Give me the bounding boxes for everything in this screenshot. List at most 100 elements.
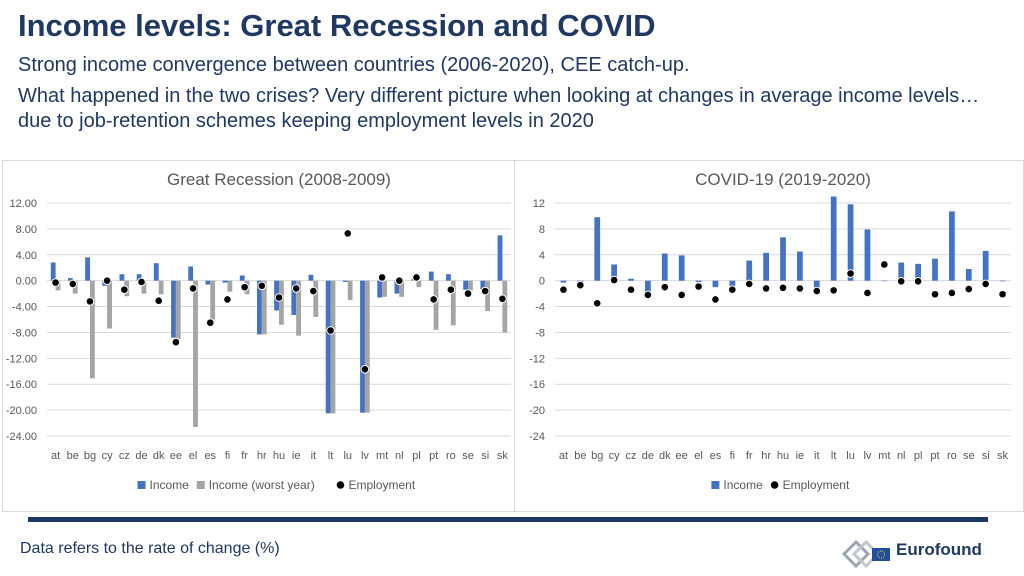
legend-label: Income — [723, 478, 763, 492]
x-tick-label: fi — [730, 450, 736, 462]
employment-point — [829, 286, 838, 295]
y-tick-label: 8.00 — [16, 224, 37, 236]
employment-point — [343, 229, 353, 238]
employment-point — [429, 295, 438, 304]
bar-income-worst — [347, 280, 353, 301]
bar-income — [982, 250, 989, 281]
chart-panel-covid: COVID-19 (2019-2020) 12 8 4 0 -4 -8 -12 -16 -20 -2… — [514, 160, 1024, 512]
x-tick-label: ee — [170, 450, 182, 462]
bar-income — [239, 275, 245, 281]
bar-income — [645, 280, 651, 293]
bar-income-worst — [468, 280, 473, 291]
employment-point — [480, 286, 490, 296]
bar-income — [85, 257, 90, 281]
x-tick-label: cz — [119, 450, 130, 462]
x-tick-label: bg — [84, 450, 96, 462]
page-subtitle: Strong income convergence between countr… — [18, 54, 690, 76]
bar-income — [763, 252, 769, 281]
y-tick-label: 12 — [533, 198, 545, 210]
x-tick-label: at — [559, 450, 568, 462]
bar-income-worst — [502, 280, 508, 333]
logo-text: Eurofound — [896, 540, 982, 559]
bar-income — [153, 263, 159, 281]
bar-income — [881, 280, 888, 282]
x-tick-label: el — [694, 450, 703, 462]
x-tick-label: es — [204, 450, 216, 462]
bar-income-worst — [261, 280, 267, 335]
bar-income-worst — [433, 280, 439, 330]
employment-point — [377, 273, 387, 282]
employment-point — [761, 284, 771, 293]
y-tick-label: -24 — [529, 431, 545, 443]
employment-point — [728, 285, 737, 295]
x-tick-label: be — [67, 450, 79, 462]
bar-income — [560, 280, 567, 283]
chart-title: COVID-19 (2019-2020) — [695, 170, 871, 189]
y-tick-label: -8 — [535, 327, 545, 339]
legend-marker-income — [137, 481, 146, 489]
bar-income — [291, 280, 297, 315]
x-tick-label: pt — [930, 450, 939, 462]
employment-point — [412, 273, 421, 282]
bar-income — [171, 280, 176, 338]
x-tick-label: nl — [395, 450, 404, 462]
y-tick-label: 4 — [539, 250, 545, 262]
chart-great-recession: Great Recession (2008-2009) 12.00 8.00 4.00… — [6, 170, 511, 492]
employment-point — [930, 289, 940, 299]
legend-label: Income — [150, 478, 190, 492]
x-tick-label: mt — [376, 450, 388, 462]
employment-point — [205, 318, 215, 328]
employment-point — [812, 286, 822, 296]
bar-income — [594, 217, 601, 281]
bar-income-worst — [416, 280, 422, 288]
page-question: What happened in the two crises? Very di… — [18, 85, 980, 132]
x-tick-label: lv — [361, 450, 369, 462]
bar-income — [864, 229, 871, 281]
bar-income — [847, 204, 854, 281]
bar-income — [342, 280, 348, 282]
bar-income — [695, 280, 702, 282]
bar-income-worst — [279, 280, 284, 325]
employment-point — [660, 282, 670, 292]
legend-label: Employment — [349, 478, 416, 492]
legend-marker-income — [711, 481, 720, 489]
legend-label: Income (worst year) — [209, 478, 315, 492]
bar-income — [780, 237, 786, 281]
bar-income — [949, 211, 955, 281]
x-tick-label: ro — [446, 450, 456, 462]
x-tick-label: fr — [241, 450, 248, 462]
employment-point — [102, 276, 112, 285]
bar-income — [67, 278, 73, 281]
bar-income — [428, 271, 434, 281]
x-tick-label: hu — [777, 450, 789, 462]
bar-income — [257, 280, 262, 335]
y-tick-label: 0.00 — [16, 276, 37, 288]
legend-marker-employment — [336, 481, 345, 489]
bar-income-worst — [193, 280, 198, 427]
y-tick-label: -20.00 — [6, 405, 37, 417]
employment-point — [257, 281, 267, 291]
legend-marker-employment — [770, 481, 779, 489]
bar-income — [830, 196, 837, 281]
legend-marker-income-worst — [196, 481, 205, 489]
y-tick-label: -4 — [535, 302, 545, 314]
employment-point — [846, 269, 855, 278]
employment-point — [51, 278, 60, 287]
y-tick-label: -16.00 — [6, 379, 37, 391]
x-tick-label: hr — [761, 450, 771, 462]
x-tick-label: ee — [676, 450, 688, 462]
employment-point — [137, 277, 146, 287]
bar-income — [360, 280, 365, 413]
bar-income-worst — [158, 280, 164, 295]
employment-point — [240, 282, 249, 292]
employment-point — [326, 326, 335, 335]
employment-point — [85, 297, 95, 306]
x-tick-label: pl — [914, 450, 923, 462]
x-tick-label: it — [814, 450, 820, 462]
x-tick-label: fi — [225, 450, 231, 462]
bar-income — [188, 266, 194, 281]
footnote: Data refers to the rate of change (%) — [20, 540, 280, 557]
y-tick-label: -8.00 — [12, 327, 37, 339]
employment-point — [446, 285, 456, 295]
eurofound-logo-icon — [841, 539, 890, 568]
